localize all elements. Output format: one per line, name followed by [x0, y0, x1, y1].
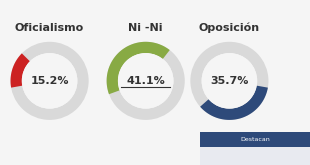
- Polygon shape: [200, 86, 268, 120]
- FancyBboxPatch shape: [200, 132, 310, 147]
- Circle shape: [107, 42, 185, 120]
- Circle shape: [190, 42, 268, 120]
- Polygon shape: [107, 42, 170, 94]
- Circle shape: [22, 53, 78, 109]
- Text: 15.2%: 15.2%: [30, 76, 69, 86]
- Circle shape: [202, 53, 257, 109]
- Text: 41.1%: 41.1%: [126, 76, 165, 86]
- Circle shape: [11, 42, 89, 120]
- Circle shape: [202, 53, 257, 109]
- Text: Oficialismo: Oficialismo: [15, 23, 84, 33]
- Circle shape: [118, 53, 174, 109]
- Text: 35.7%: 35.7%: [210, 76, 249, 86]
- FancyBboxPatch shape: [200, 147, 310, 165]
- Text: Oposición: Oposición: [199, 23, 260, 33]
- Polygon shape: [11, 53, 30, 88]
- Text: Destacan: Destacan: [240, 137, 270, 142]
- Circle shape: [118, 53, 174, 109]
- Circle shape: [22, 53, 78, 109]
- Text: Ni -Ni: Ni -Ni: [128, 23, 163, 33]
